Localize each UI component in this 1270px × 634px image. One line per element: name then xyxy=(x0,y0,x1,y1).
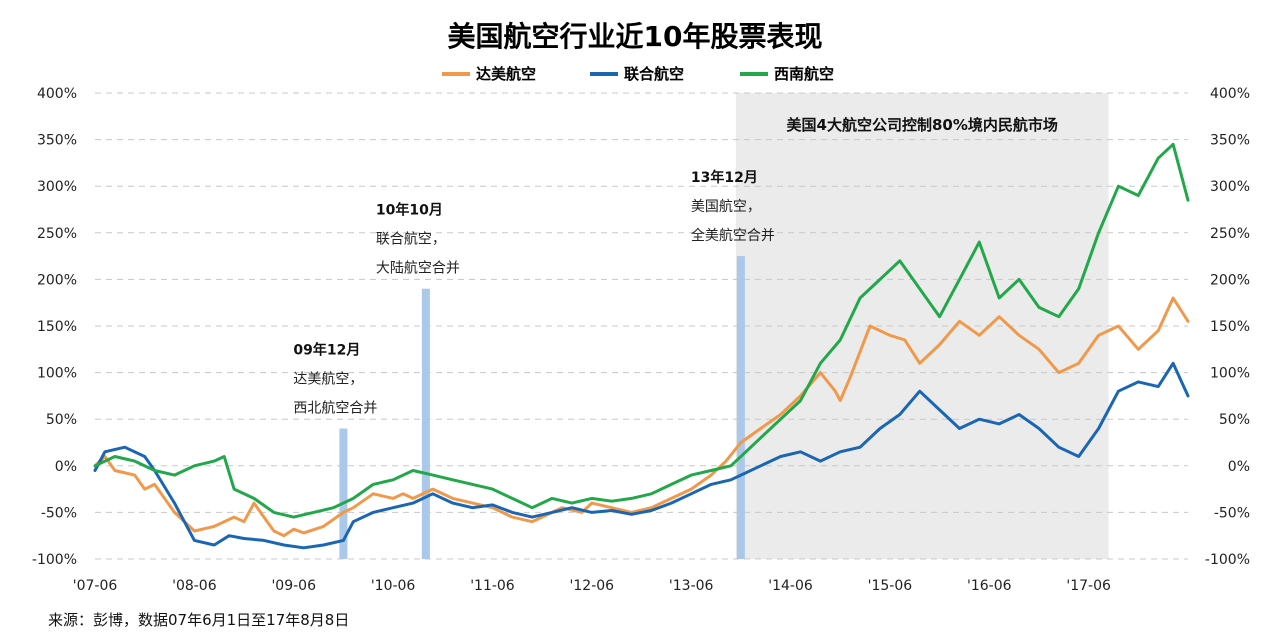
annotation-date: 09年12月 xyxy=(293,342,360,359)
series-line-2 xyxy=(93,142,1190,519)
x-tick-label: '09-06 xyxy=(271,578,316,594)
annotation-line: 美国航空， xyxy=(691,199,761,215)
y-tick-label-left: 300% xyxy=(37,179,77,195)
annotation-line: 联合航空， xyxy=(376,232,446,248)
y-axis-left: -100% -50% 0% 50% 100% 150% 200% 250% 300% 350% 40… xyxy=(32,86,77,568)
legend-label: 西南航空 xyxy=(774,65,834,83)
y-tick-label-left: 50% xyxy=(46,412,77,428)
x-axis: '07-06 '08-06 '09-06 '10-06 '11-06 '12-06 '13-… xyxy=(73,578,1111,594)
x-tick-label: '13-06 xyxy=(669,578,714,594)
y-tick-label-right: 200% xyxy=(1210,272,1250,288)
x-tick-label: '12-06 xyxy=(570,578,615,594)
merger-bar xyxy=(421,288,430,559)
series-line-0 xyxy=(93,296,1190,538)
legend-label: 联合航空 xyxy=(624,65,684,83)
y-tick-label-right: 150% xyxy=(1210,319,1250,335)
x-tick-label: '16-06 xyxy=(967,578,1012,594)
y-tick-label-left: 100% xyxy=(37,366,77,382)
y-tick-label-left: -100% xyxy=(32,552,77,568)
annotation-line: 西北航空合并 xyxy=(293,401,377,417)
x-tick-label: '15-06 xyxy=(868,578,913,594)
y-tick-label-right: 250% xyxy=(1210,226,1250,242)
y-tick-label-left: 250% xyxy=(37,226,77,242)
x-tick-label: '08-06 xyxy=(172,578,217,594)
merger-bar xyxy=(339,428,348,559)
y-tick-label-left: 0% xyxy=(55,459,77,475)
y-axis-right: -100% -50% 0% 50% 100% 150% 200% 250% 300% 350% 40… xyxy=(1205,86,1250,568)
legend-label: 达美航空 xyxy=(476,65,536,83)
annotation-bars xyxy=(339,256,745,559)
annotation-line: 全美航空合并 xyxy=(691,227,775,244)
y-tick-label-right: -100% xyxy=(1205,552,1250,568)
chart-title: 美国航空行业近10年股票表现 xyxy=(448,20,823,53)
y-tick-label-right: 100% xyxy=(1210,366,1250,382)
merger-bar xyxy=(736,256,745,559)
annotation-line: 达美航空， xyxy=(293,372,363,388)
y-tick-label-left: -50% xyxy=(41,505,77,521)
annotation-date: 10年10月 xyxy=(376,202,443,219)
x-tick-label: '10-06 xyxy=(371,578,416,594)
annotation-line: 大陆航空合并 xyxy=(376,261,460,277)
source-note: 来源：彭博，数据07年6月1日至17年8月8日 xyxy=(48,611,349,629)
y-tick-label-left: 350% xyxy=(37,133,77,149)
y-tick-label-right: 400% xyxy=(1210,86,1250,102)
legend: 达美航空 联合航空 西南航空 xyxy=(442,65,834,83)
y-tick-label-left: 150% xyxy=(37,319,77,335)
x-tick-label: '17-06 xyxy=(1066,578,1111,594)
series-line-1 xyxy=(93,361,1190,550)
shaded-region-label: 美国4大航空公司控制80%境内民航市场 xyxy=(787,116,1058,134)
x-tick-label: '07-06 xyxy=(73,578,118,594)
y-tick-label-right: 50% xyxy=(1219,412,1250,428)
x-tick-label: '14-06 xyxy=(768,578,813,594)
y-tick-label-right: 0% xyxy=(1228,459,1250,475)
y-tick-label-right: -50% xyxy=(1214,505,1250,521)
y-tick-label-right: 300% xyxy=(1210,179,1250,195)
x-tick-label: '11-06 xyxy=(470,578,515,594)
y-tick-label-left: 200% xyxy=(37,272,77,288)
y-tick-label-right: 350% xyxy=(1210,133,1250,149)
annotation-date: 13年12月 xyxy=(691,169,758,186)
series-lines xyxy=(93,142,1190,550)
y-tick-label-left: 400% xyxy=(37,86,77,102)
